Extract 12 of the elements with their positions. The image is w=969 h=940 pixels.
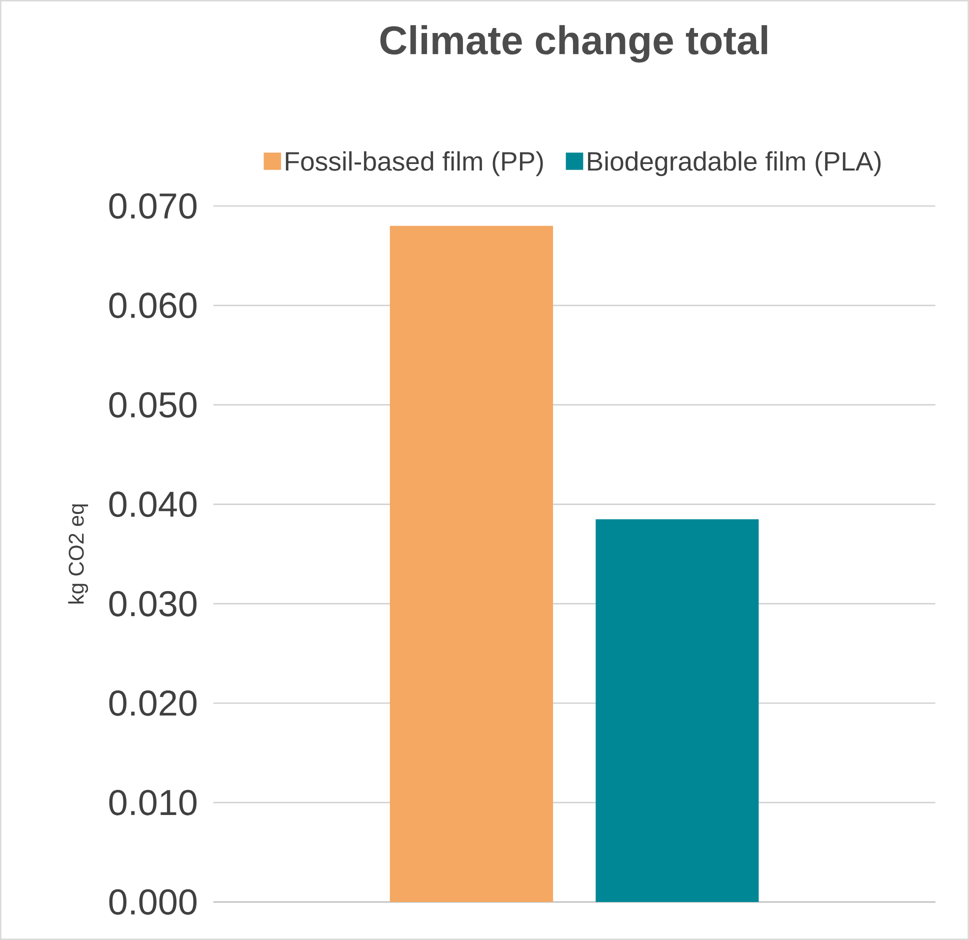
y-tick-label: 0.000	[109, 889, 197, 915]
y-tick-label: 0.030	[109, 590, 197, 616]
y-tick-label: 0.010	[109, 790, 197, 816]
legend-label: Biodegradable film (PLA)	[588, 151, 881, 176]
y-tick-label: 0.020	[109, 690, 197, 716]
legend-label: Fossil-based film (PP)	[286, 151, 543, 176]
chart-title: Climate change total	[380, 25, 768, 63]
y-tick-label: 0.060	[109, 292, 197, 318]
y-tick-label: 0.070	[109, 193, 197, 219]
y-axis-title: kg CO2 eq	[68, 504, 88, 604]
y-tick-label: 0.050	[109, 392, 197, 418]
y-tick-label: 0.040	[109, 492, 197, 518]
